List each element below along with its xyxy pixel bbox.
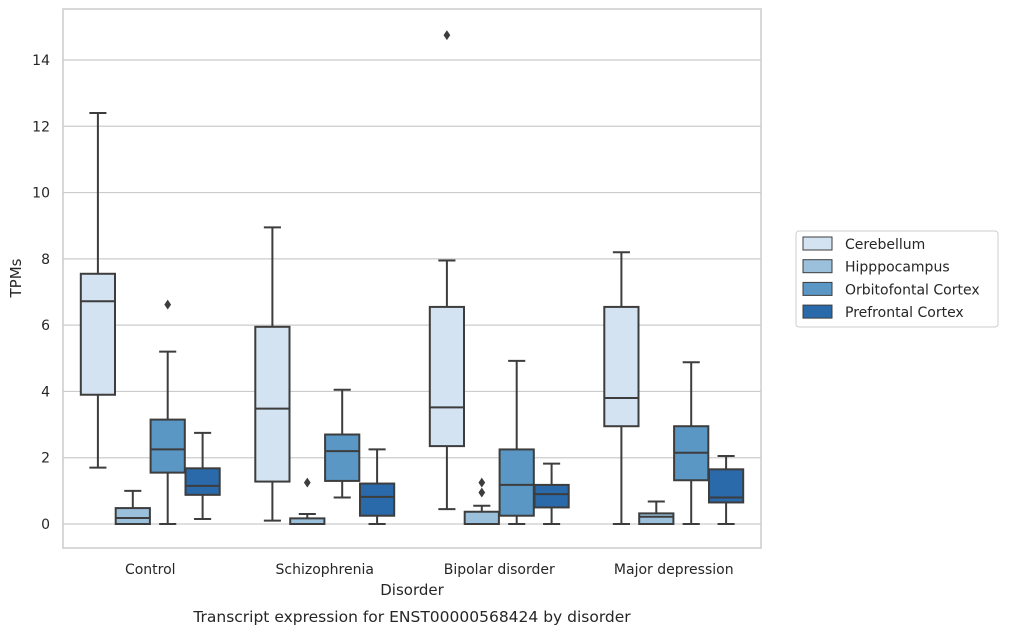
boxplot: [603, 251, 640, 525]
box: [149, 418, 186, 474]
box-group-control: [79, 112, 221, 526]
box-group-schizophrenia: [254, 226, 396, 526]
box: [114, 507, 151, 526]
box-groups: [79, 30, 745, 526]
legend-swatch: [802, 304, 833, 319]
boxplot: [114, 489, 151, 526]
y-tick-label: 14: [32, 53, 50, 69]
boxplot: [498, 359, 535, 525]
box: [638, 512, 675, 526]
box: [254, 325, 291, 483]
y-axis-ticks: 0 2 4 6 8 10 12 14: [32, 53, 50, 533]
box: [428, 305, 466, 448]
box: [79, 272, 117, 396]
legend-label: Prefrontal Cortex: [845, 305, 964, 321]
legend-label: Orbitofontal Cortex: [845, 282, 980, 298]
boxplot: [638, 500, 675, 526]
chart-caption: Transcript expression for ENST0000056842…: [192, 608, 631, 626]
legend-swatch: [802, 259, 833, 274]
legend: Cerebellum Hipppocampus Orbitofontal Corte…: [795, 230, 999, 328]
legend-frame: [795, 230, 999, 328]
boxplot: [324, 388, 361, 499]
box-group-bipolar-disorder: [428, 30, 570, 526]
boxplot: [463, 477, 500, 526]
y-tick-label: 4: [41, 384, 50, 400]
box: [603, 305, 640, 428]
y-tick-label: 8: [41, 252, 50, 268]
boxplot: [79, 112, 117, 469]
outlier-point: [443, 30, 451, 41]
box: [463, 510, 500, 526]
box: [184, 467, 221, 496]
boxplot: [184, 431, 221, 521]
y-tick-label: 6: [41, 318, 50, 334]
x-tick-label: Control: [125, 562, 176, 578]
boxplot: [254, 226, 291, 522]
x-tick-label: Major depression: [614, 562, 734, 578]
outlier-point: [478, 487, 486, 498]
legend-label: Cerebellum: [845, 237, 925, 253]
outlier-point: [478, 477, 486, 488]
legend-swatch: [802, 281, 833, 296]
boxplot: [289, 477, 326, 526]
x-axis-ticks: Control Schizophrenia Bipolar disorder Majo…: [125, 562, 734, 578]
x-tick-label: Schizophrenia: [276, 562, 374, 578]
boxplot: [358, 448, 396, 525]
y-axis-title: TPMs: [7, 258, 25, 298]
outlier-point: [164, 299, 172, 310]
boxplot: [707, 455, 745, 525]
legend-swatch: [802, 236, 833, 251]
x-axis-title: Disorder: [380, 581, 444, 599]
box: [533, 483, 570, 509]
plot-area-frame: [62, 8, 762, 549]
y-tick-label: 0: [41, 517, 50, 533]
y-tick-label: 10: [32, 186, 50, 202]
boxplot: [149, 299, 186, 525]
x-tick-label: Bipolar disorder: [444, 562, 555, 578]
y-tick-label: 2: [41, 451, 50, 467]
legend-label: Hipppocampus: [845, 260, 950, 276]
outlier-point: [303, 477, 311, 488]
box: [324, 433, 361, 482]
boxplot: [533, 462, 570, 525]
box: [358, 482, 396, 517]
box: [498, 448, 535, 517]
y-tick-label: 12: [32, 119, 50, 135]
boxplot: [673, 361, 710, 525]
box-group-major-depression: [603, 251, 745, 526]
boxplot: [428, 30, 466, 511]
